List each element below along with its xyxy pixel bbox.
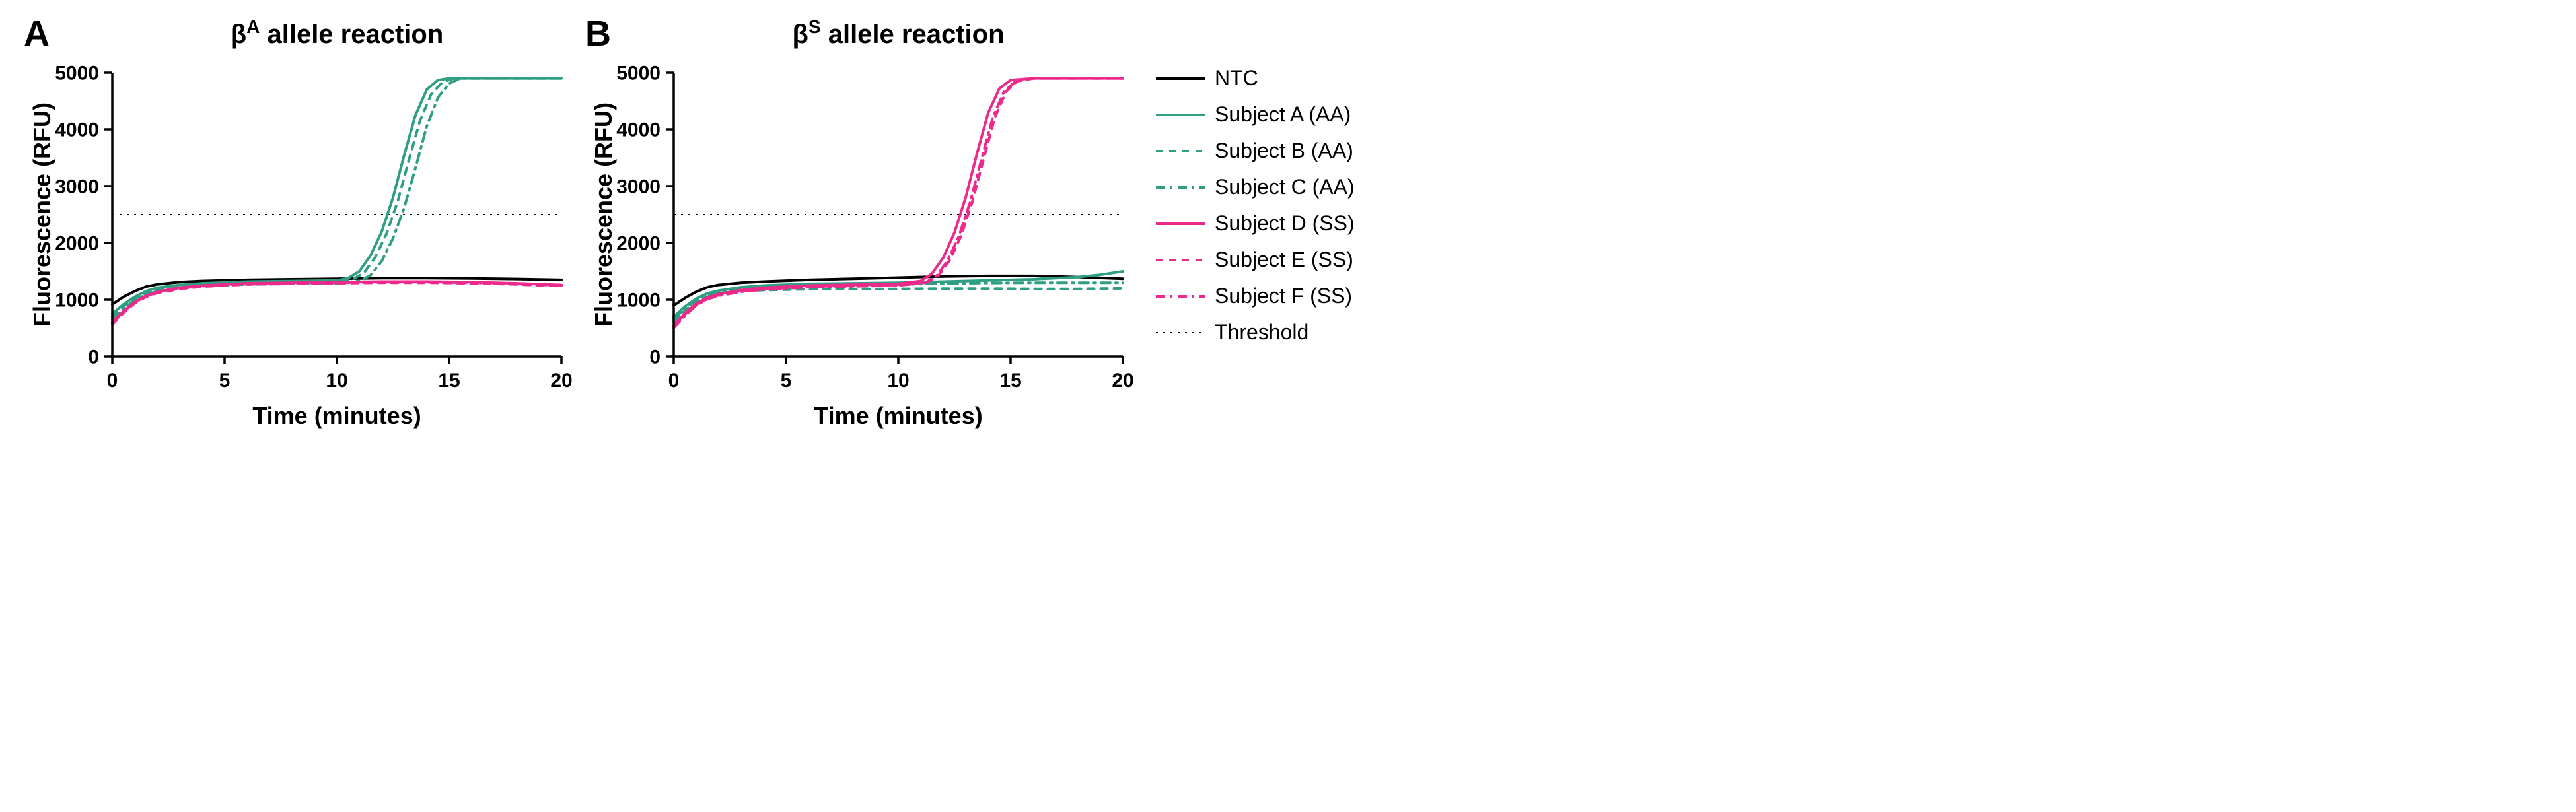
y-tick-label: 0 (88, 347, 99, 368)
legend-swatch (1156, 329, 1205, 336)
legend-item-threshold: Threshold (1156, 320, 1355, 345)
x-tick-label: 15 (438, 370, 460, 391)
x-tick-label: 15 (999, 370, 1021, 391)
x-tick-label: 0 (668, 370, 680, 391)
legend-swatch (1156, 184, 1205, 191)
y-tick-label: 1000 (55, 290, 99, 312)
panel-B: B βS allele reaction 0 5 10 15 20 0 1000 2000 300… (581, 13, 1136, 432)
figure-container: A βA allele reaction05101520010002000300… (0, 0, 2576, 446)
legend-label: Subject D (SS) (1215, 211, 1355, 236)
legend: NTC Subject A (AA) Subject B (AA) Subject C… (1143, 13, 1355, 345)
x-tick-label: 20 (1112, 370, 1133, 391)
panel-A-svg: βA allele reaction 0 5 10 15 20 0 1000 2000 3000 4… (20, 13, 575, 429)
legend-item-ntc: NTC (1156, 66, 1355, 90)
series-subjF (674, 79, 1123, 328)
legend-label: Subject E (SS) (1215, 248, 1353, 272)
legend-swatch (1156, 75, 1205, 82)
x-tick-label: 20 (550, 370, 572, 391)
y-tick-label: 5000 (616, 63, 661, 85)
legend-label: Subject A (AA) (1215, 102, 1351, 127)
legend-label: Threshold (1215, 320, 1308, 345)
legend-label: Subject B (AA) (1215, 139, 1353, 163)
y-axis-label: Fluorescence (RFU) (28, 102, 55, 327)
legend-label: NTC (1215, 66, 1258, 90)
x-tick-label: 0 (107, 370, 118, 391)
legend-swatch (1156, 220, 1205, 227)
legend-swatch (1156, 112, 1205, 118)
legend-swatch (1156, 257, 1205, 263)
legend-item-subjB: Subject B (AA) (1156, 139, 1355, 163)
y-tick-label: 3000 (616, 176, 661, 198)
y-tick-label: 4000 (55, 119, 99, 141)
panel-title: βA allele reaction (231, 17, 444, 50)
y-tick-label: 0 (649, 347, 661, 368)
panel-A: A βA allele reaction 0 5 10 15 20 0 1000 2000 300… (20, 13, 575, 432)
panel-B-label: B (585, 13, 611, 54)
panel-B-svg: βS allele reaction 0 5 10 15 20 0 1000 2000 3000 4… (581, 13, 1136, 429)
legend-item-subjD: Subject D (SS) (1156, 211, 1355, 236)
legend-label: Subject F (SS) (1215, 284, 1352, 308)
y-tick-label: 3000 (55, 176, 99, 198)
legend-item-subjA: Subject A (AA) (1156, 102, 1355, 127)
y-tick-label: 2000 (55, 233, 99, 255)
panel-A-label: A (24, 13, 50, 54)
legend-item-subjF: Subject F (SS) (1156, 284, 1355, 308)
x-tick-label: 5 (781, 370, 792, 391)
x-tick-label: 10 (326, 370, 347, 391)
panel-title: βS allele reaction (792, 17, 1004, 50)
y-axis-label: Fluorescence (RFU) (590, 102, 617, 327)
y-tick-label: 4000 (616, 119, 661, 141)
x-axis-label: Time (minutes) (814, 402, 982, 429)
x-tick-label: 5 (219, 370, 231, 391)
legend-item-subjC: Subject C (AA) (1156, 175, 1355, 199)
legend-item-subjE: Subject E (SS) (1156, 248, 1355, 272)
y-tick-label: 1000 (616, 290, 661, 312)
legend-label: Subject C (AA) (1215, 175, 1355, 199)
x-axis-label: Time (minutes) (252, 402, 421, 429)
legend-swatch (1156, 293, 1205, 300)
x-tick-label: 10 (887, 370, 909, 391)
legend-swatch (1156, 148, 1205, 154)
series-subjE (112, 283, 561, 325)
series-subjB (674, 288, 1123, 321)
y-tick-label: 5000 (55, 63, 99, 85)
y-tick-label: 2000 (616, 233, 661, 255)
